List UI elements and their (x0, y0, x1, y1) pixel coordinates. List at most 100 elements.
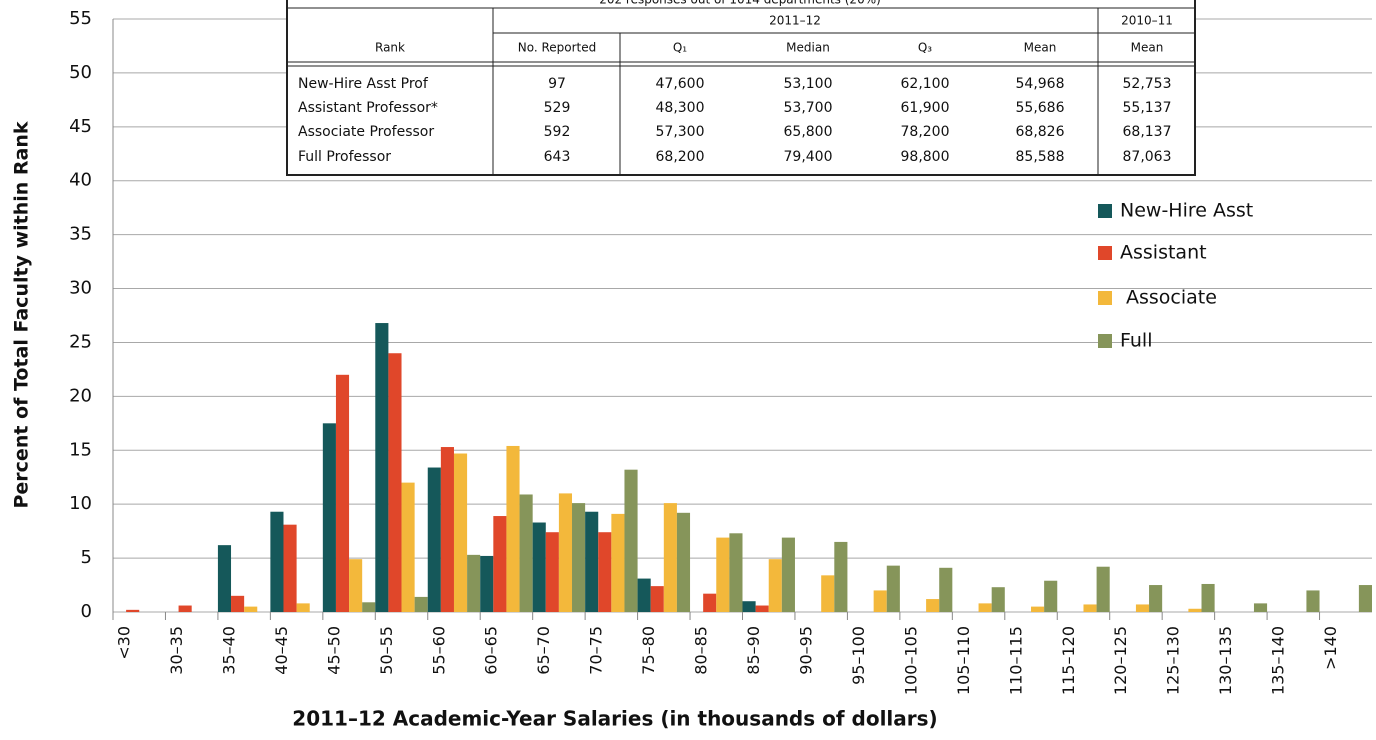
bar (1135, 604, 1150, 612)
bar (322, 423, 336, 612)
bar (388, 353, 402, 612)
y-tick-label: 55 (69, 8, 92, 29)
table-title: 202 responses out of 1014 departments (2… (599, 0, 881, 7)
bar (414, 596, 428, 612)
x-tick-label: 55–60 (429, 626, 448, 675)
table-header: Q₃ (918, 41, 932, 55)
x-tick-label: 60–65 (482, 626, 501, 675)
bar (585, 511, 599, 612)
bar (519, 494, 533, 612)
bar (1201, 583, 1215, 612)
bar (270, 511, 284, 612)
bar (572, 503, 586, 612)
y-tick-label: 30 (69, 278, 92, 299)
table-cell: 87,063 (1123, 149, 1172, 165)
bar (1188, 608, 1202, 612)
y-tick-label: 15 (69, 439, 92, 460)
bar (873, 590, 887, 612)
bar (506, 445, 520, 612)
legend-swatch (1098, 291, 1112, 305)
bar (821, 575, 835, 612)
bar (453, 453, 468, 612)
y-tick-label: 35 (69, 224, 92, 245)
table-cell: 529 (544, 100, 571, 116)
bar (467, 554, 481, 612)
bar (991, 587, 1005, 612)
table-cell: 47,600 (656, 76, 705, 92)
bar (1083, 604, 1097, 612)
bar (545, 532, 559, 612)
table-cell: 48,300 (656, 100, 705, 116)
table-cell: 61,900 (901, 100, 950, 116)
y-axis-label: Percent of Total Faculty within Rank (11, 121, 33, 508)
table-header: Q₁ (673, 41, 687, 55)
table-header: Median (786, 41, 830, 55)
table-cell: 68,200 (656, 149, 705, 165)
table-cell: 68,826 (1016, 124, 1065, 140)
x-tick-label: 45–50 (324, 626, 343, 675)
table-cell: 98,800 (901, 149, 950, 165)
bar (126, 609, 140, 612)
x-tick-label: 30–35 (167, 626, 186, 675)
bar (349, 559, 363, 612)
x-tick-label: 135–140 (1269, 626, 1288, 695)
bar (217, 545, 232, 612)
y-tick-label: 25 (69, 331, 92, 352)
bar (676, 512, 691, 612)
bar (401, 482, 415, 612)
table-header: Rank (375, 41, 405, 55)
table-cell: 62,100 (901, 76, 950, 92)
table-cell: 57,300 (656, 124, 705, 140)
table-box (286, 0, 1196, 176)
legend-label: Associate (1126, 287, 1217, 309)
bar (978, 603, 992, 612)
x-tick-label: 75–80 (639, 626, 658, 675)
bar (755, 605, 769, 612)
x-tick-label: 105–110 (954, 626, 973, 695)
x-tick-label: 80–85 (692, 626, 711, 675)
table-period: 2010–11 (1121, 14, 1173, 28)
bar (939, 567, 953, 612)
bar (178, 605, 192, 612)
y-tick-label: 5 (81, 547, 92, 568)
x-tick-label: 50–55 (377, 626, 396, 675)
bar (663, 503, 677, 612)
bar (926, 599, 940, 612)
x-tick-label: 90–95 (796, 626, 815, 675)
x-tick-label: 95–100 (849, 626, 868, 685)
legend-swatch (1098, 334, 1112, 348)
y-tick-label: 20 (69, 385, 92, 406)
table-cell: Assistant Professor* (298, 100, 438, 116)
table-cell: 55,686 (1016, 100, 1065, 116)
bar (637, 578, 651, 612)
x-tick-label: 40–45 (272, 626, 291, 675)
table-cell: 52,753 (1123, 76, 1172, 92)
bar (650, 586, 664, 612)
y-tick-label: 45 (69, 116, 92, 137)
x-tick-label: 35–40 (219, 626, 238, 675)
table-cell: 54,968 (1016, 76, 1065, 92)
bar (1253, 603, 1268, 612)
legend-label: New-Hire Asst (1120, 200, 1253, 222)
table-cell: 53,100 (784, 76, 833, 92)
legend-swatch (1098, 246, 1112, 260)
x-tick-label: <30 (115, 626, 134, 660)
legend-label: Assistant (1120, 242, 1207, 264)
bar (1358, 585, 1372, 612)
table-header: Mean (1131, 41, 1164, 55)
table-cell: Associate Professor (298, 124, 434, 140)
bar (558, 493, 573, 612)
table-cell: 65,800 (784, 124, 833, 140)
y-tick-label: 40 (69, 170, 92, 191)
table-cell: 592 (544, 124, 571, 140)
bar (362, 602, 376, 612)
y-tick-label: 10 (69, 493, 92, 514)
x-tick-label: 110–115 (1006, 626, 1025, 695)
bar (283, 524, 297, 612)
bar (611, 513, 625, 612)
bar (480, 555, 494, 612)
x-tick-label: 120–125 (1111, 626, 1130, 695)
table-cell: 55,137 (1123, 100, 1172, 116)
table-cell: 78,200 (901, 124, 950, 140)
bar (716, 537, 730, 612)
